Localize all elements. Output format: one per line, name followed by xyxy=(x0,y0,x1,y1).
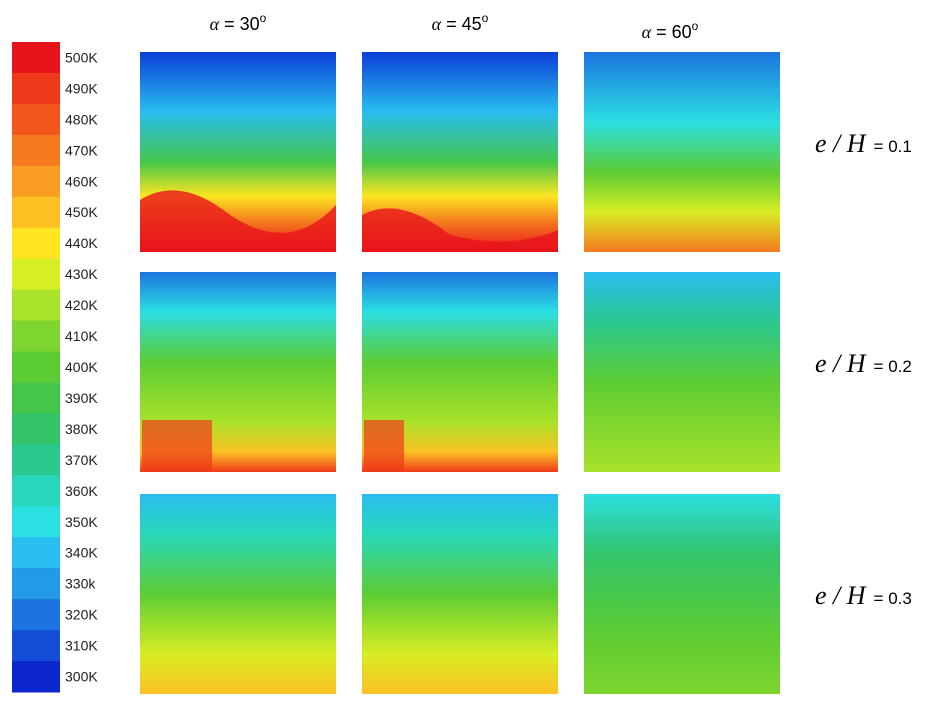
column-header: α = 45o xyxy=(432,11,489,34)
color-swatch xyxy=(12,165,60,198)
degree-sup: o xyxy=(482,11,489,25)
color-swatch xyxy=(12,661,60,693)
colorbar-label: 370K xyxy=(65,452,98,468)
colorbar-label: 440K xyxy=(65,235,98,251)
colorbar-label: 500K xyxy=(65,49,98,65)
colorbar-label: 430K xyxy=(65,266,98,282)
colorbar-label: 460K xyxy=(65,173,98,189)
color-swatch xyxy=(12,72,60,105)
colorbar-label: 410K xyxy=(65,328,98,344)
colorbar-label: 310K xyxy=(65,638,98,654)
colorbar-label: 400K xyxy=(65,359,98,375)
color-swatch xyxy=(12,196,60,229)
angle-text: = 60 xyxy=(656,22,692,42)
colorbar-label: 390K xyxy=(65,390,98,406)
color-swatch xyxy=(12,227,60,260)
color-swatch xyxy=(12,568,60,600)
color-swatch xyxy=(12,444,60,476)
colorbar-label: 360K xyxy=(65,483,98,499)
degree-sup: o xyxy=(692,19,699,33)
color-swatch xyxy=(12,103,60,136)
hot-region xyxy=(364,420,404,472)
ratio-value: = 0.3 xyxy=(874,589,912,608)
hot-region xyxy=(140,190,336,252)
row-label: e / H = 0.1 xyxy=(815,129,912,158)
contour-plot xyxy=(584,494,780,694)
colorbar-label: 480K xyxy=(65,111,98,127)
colorbar-label: 490K xyxy=(65,80,98,96)
contour-plot xyxy=(584,52,780,252)
color-swatch xyxy=(12,134,60,167)
color-swatch xyxy=(12,351,60,383)
alpha-symbol: α xyxy=(210,14,220,34)
colorbar-label: 300K xyxy=(65,669,98,685)
alpha-symbol: α xyxy=(642,22,652,42)
alpha-symbol: α xyxy=(432,14,442,34)
column-header: α = 60o xyxy=(642,19,699,42)
color-swatch xyxy=(12,258,60,291)
hot-region xyxy=(142,420,212,472)
contour-plot xyxy=(140,494,336,694)
row-label: e / H = 0.2 xyxy=(815,349,912,378)
angle-text: = 30 xyxy=(224,14,260,34)
ratio: e / H xyxy=(815,349,867,378)
ratio-value: = 0.2 xyxy=(874,357,912,376)
contour-plot xyxy=(584,272,780,472)
degree-sup: o xyxy=(260,11,267,25)
colorbar-label: 350K xyxy=(65,514,98,530)
color-swatch xyxy=(12,42,60,74)
angle-text: = 45 xyxy=(446,14,482,34)
colorbar-label: 470K xyxy=(65,142,98,158)
row-label: e / H = 0.3 xyxy=(815,581,912,610)
colorbar-label: 450K xyxy=(65,204,98,220)
ratio: e / H xyxy=(815,129,867,158)
color-swatch xyxy=(12,320,60,353)
colorbar-label: 340K xyxy=(65,545,98,561)
color-swatch xyxy=(12,537,60,569)
ratio-value: = 0.1 xyxy=(874,137,912,156)
contour-plot xyxy=(362,494,558,694)
color-swatch xyxy=(12,289,60,322)
color-swatch xyxy=(12,630,60,662)
column-header: α = 30o xyxy=(210,11,267,34)
color-swatch xyxy=(12,599,60,631)
colorbar-label: 380K xyxy=(65,421,98,437)
colorbar-label: 420K xyxy=(65,297,98,313)
contour-panels xyxy=(140,52,780,694)
color-swatch xyxy=(12,382,60,414)
colorbar-label: 330k xyxy=(65,576,96,592)
color-swatch xyxy=(12,413,60,445)
color-swatch xyxy=(12,475,60,507)
ratio: e / H xyxy=(815,581,867,610)
colorbar-label: 320K xyxy=(65,607,98,623)
color-swatch xyxy=(12,506,60,538)
hot-region xyxy=(362,208,558,252)
